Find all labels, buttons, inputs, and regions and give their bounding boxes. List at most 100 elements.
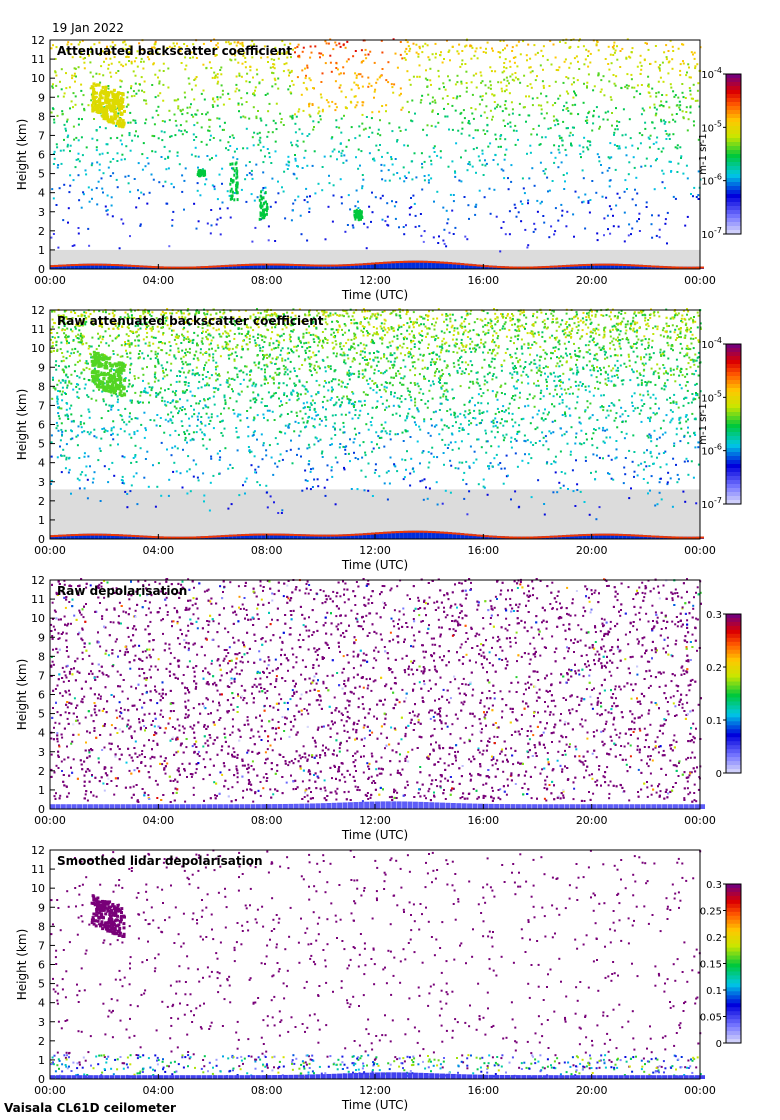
- heatmap-cell: [233, 378, 236, 381]
- heatmap-cell: [284, 432, 287, 435]
- heatmap-cell: [235, 75, 238, 78]
- heatmap-cell: [230, 194, 233, 198]
- heatmap-cell: [347, 402, 350, 405]
- heatmap-cell: [672, 50, 675, 52]
- colorbar-segment: [726, 214, 741, 219]
- heatmap-cell: [505, 148, 508, 151]
- heatmap-cell: [163, 431, 166, 434]
- heatmap-cell: [260, 433, 263, 436]
- heatmap-cell: [101, 114, 105, 118]
- heatmap-cell: [263, 208, 265, 212]
- heatmap-cell: [379, 314, 382, 317]
- heatmap-cell: [312, 120, 315, 123]
- heatmap-cell: [489, 142, 492, 145]
- heatmap-cell: [677, 162, 680, 165]
- heatmap-cell: [518, 102, 521, 105]
- heatmap-cell: [633, 475, 635, 478]
- heatmap-cell: [352, 55, 355, 58]
- heatmap-cell: [157, 105, 160, 108]
- heatmap-cell: [686, 129, 689, 132]
- heatmap-cell: [528, 95, 531, 98]
- heatmap-cell: [388, 122, 391, 125]
- heatmap-cell: [80, 332, 82, 335]
- heatmap-cell: [265, 353, 268, 356]
- heatmap-cell: [186, 106, 189, 109]
- heatmap-cell: [129, 368, 131, 371]
- heatmap-cell: [576, 79, 579, 82]
- heatmap-cell: [396, 348, 399, 351]
- heatmap-cell: [365, 57, 368, 60]
- heatmap-cell: [397, 328, 399, 331]
- heatmap-cell: [77, 383, 80, 386]
- heatmap-cell: [102, 191, 104, 194]
- heatmap-cell: [99, 103, 103, 107]
- heatmap-cell: [67, 471, 70, 474]
- heatmap-cell: [292, 209, 294, 212]
- heatmap-cell: [106, 45, 108, 48]
- heatmap-cell: [465, 460, 468, 463]
- heatmap-cell: [646, 322, 649, 325]
- heatmap-cell: [694, 67, 697, 70]
- heatmap-cell: [200, 140, 203, 143]
- heatmap-cell: [502, 49, 504, 52]
- heatmap-cell: [389, 344, 392, 347]
- heatmap-cell: [608, 205, 611, 208]
- heatmap-cell: [309, 488, 312, 491]
- heatmap-cell: [604, 353, 606, 356]
- heatmap-cell: [69, 438, 72, 441]
- heatmap-cell: [115, 98, 119, 102]
- heatmap-cell: [98, 163, 101, 166]
- heatmap-cell: [460, 373, 463, 375]
- heatmap-cell: [574, 407, 577, 410]
- heatmap-cell: [375, 331, 378, 334]
- heatmap-cell: [175, 124, 178, 127]
- heatmap-cell: [279, 415, 282, 418]
- heatmap-cell: [681, 83, 684, 85]
- heatmap-cell: [346, 312, 349, 315]
- heatmap-cell: [604, 378, 607, 381]
- heatmap-cell: [459, 412, 462, 415]
- heatmap-cell: [299, 430, 302, 433]
- heatmap-cell: [441, 97, 444, 100]
- heatmap-cell: [231, 388, 233, 391]
- heatmap-cell: [241, 43, 244, 46]
- noise-floor-band: [50, 489, 700, 539]
- heatmap-cell: [668, 121, 671, 124]
- heatmap-cell: [256, 438, 258, 441]
- heatmap-cell: [332, 331, 335, 334]
- boundary-layer-top: [322, 264, 327, 267]
- heatmap-cell: [412, 75, 415, 78]
- heatmap-cell: [629, 137, 632, 140]
- heatmap-cell: [366, 393, 369, 396]
- heatmap-cell: [478, 103, 481, 106]
- heatmap-cell: [190, 103, 192, 106]
- heatmap-cell: [621, 338, 624, 340]
- heatmap-cell: [428, 487, 431, 490]
- heatmap-cell: [157, 346, 160, 349]
- heatmap-cell: [119, 139, 122, 142]
- heatmap-cell: [368, 205, 371, 208]
- colorbar-tick-base: 10: [701, 230, 714, 241]
- heatmap-cell: [616, 426, 619, 429]
- heatmap-cell: [144, 427, 147, 430]
- heatmap-cell: [496, 407, 499, 410]
- heatmap-cell: [197, 169, 200, 173]
- heatmap-cell: [150, 52, 153, 55]
- heatmap-cell: [304, 426, 306, 429]
- heatmap-cell: [158, 69, 161, 72]
- heatmap-cell: [666, 211, 669, 214]
- boundary-layer-cell: [106, 263, 111, 269]
- heatmap-cell: [529, 144, 532, 147]
- heatmap-cell: [537, 479, 540, 482]
- heatmap-cell: [620, 431, 623, 434]
- heatmap-cell: [219, 125, 221, 128]
- heatmap-cell: [100, 324, 103, 327]
- heatmap-cell: [638, 412, 641, 415]
- heatmap-cell: [582, 366, 585, 369]
- heatmap-cell: [529, 441, 532, 444]
- heatmap-cell: [496, 316, 499, 319]
- heatmap-cell: [239, 419, 242, 422]
- heatmap-cell: [390, 393, 392, 396]
- boundary-layer-top: [119, 264, 124, 267]
- heatmap-cell: [390, 83, 393, 86]
